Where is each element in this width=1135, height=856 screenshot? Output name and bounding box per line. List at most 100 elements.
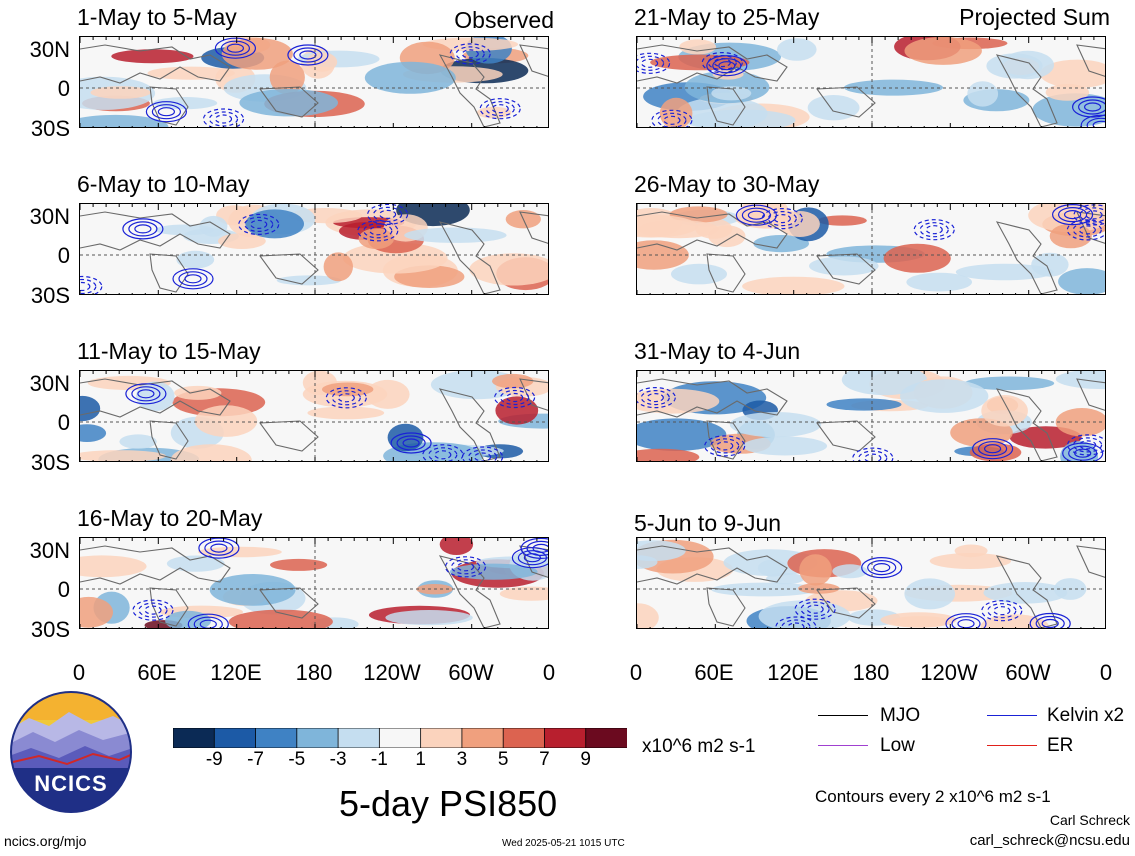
coastline [637, 211, 788, 251]
kelvin-contour [511, 547, 548, 569]
anomaly-shading [307, 406, 385, 420]
kelvin-contour [396, 435, 426, 451]
kelvin-contour [761, 208, 803, 230]
anomaly-shading [111, 49, 194, 64]
panel-title: 5-Jun to 9-Jun [634, 510, 782, 536]
panel-title: 26-May to 30-May [634, 171, 820, 197]
coastline [149, 253, 189, 293]
kelvin-contour [204, 540, 234, 556]
kelvin-contour [80, 281, 91, 292]
kelvin-contour [787, 622, 805, 628]
anomaly-shading [166, 555, 225, 572]
colorbar-swatch [337, 728, 381, 748]
anomaly-shading [199, 215, 228, 237]
colorbar-tick-label: 3 [456, 749, 468, 770]
kelvin-contour [735, 204, 778, 226]
kelvin-contour [184, 274, 202, 284]
anomaly-shading [1055, 408, 1105, 437]
kelvin-contour [637, 387, 676, 409]
colorbar-swatch [296, 728, 339, 748]
kelvin-contour [379, 209, 397, 219]
anomaly-shading [194, 405, 258, 437]
panel-corner-label: Observed [454, 7, 554, 33]
coastline [519, 44, 548, 77]
kelvin-contour [363, 223, 393, 239]
lon-label: 120W [363, 660, 421, 685]
lon-label: 0 [629, 660, 643, 685]
anomaly-shading [270, 558, 328, 571]
colorbar-tick-label: -7 [247, 749, 264, 770]
colorbar-tick-label: -5 [288, 749, 306, 770]
kelvin-contour [1078, 99, 1105, 115]
anomaly-shading [637, 555, 658, 569]
anomaly-shading [80, 424, 107, 442]
kelvin-contour [972, 438, 1014, 460]
lat-label: 30S [30, 283, 70, 308]
coastline [706, 86, 746, 126]
anomaly-shading [387, 423, 424, 452]
colorbar-units: x10^6 m2 s-1 [642, 736, 756, 757]
anomaly-shading [1049, 223, 1092, 249]
kelvin-contour [449, 43, 491, 65]
site-url: ncics.org/mjo [4, 833, 87, 849]
kelvin-contour [987, 603, 1017, 619]
legend-line-low [818, 745, 868, 746]
kelvin-contour [172, 268, 214, 290]
kelvin-contour [434, 450, 452, 460]
colorbar-swatch [255, 728, 298, 748]
anomaly-shading [742, 276, 845, 294]
anomaly-shading [983, 582, 1068, 604]
anomaly-shading [119, 434, 157, 449]
kelvin-contour [491, 104, 509, 114]
map-panel [636, 203, 1106, 295]
coastline [815, 587, 876, 619]
kelvin-contour [1079, 440, 1097, 450]
kelvin-contour [993, 606, 1011, 616]
colorbar-swatch [461, 728, 505, 748]
anomaly-shading [385, 610, 473, 626]
anomaly-shading [679, 39, 717, 55]
anomaly-shading [216, 205, 253, 226]
map-field [637, 37, 1105, 127]
anomaly-shading [366, 379, 410, 409]
colorbar-tick-label: -9 [205, 749, 223, 770]
lat-label: 0 [57, 243, 70, 268]
kelvin-contour [1067, 434, 1105, 456]
kelvin-contour [80, 278, 97, 294]
kelvin-contour [640, 390, 670, 406]
map-field [637, 371, 1105, 461]
kelvin-contour [864, 453, 882, 461]
map-field [637, 204, 1105, 294]
coastline [80, 545, 231, 585]
coastline [815, 86, 876, 118]
kelvin-contour [800, 601, 830, 617]
kelvin-contour [474, 452, 492, 461]
colorbar-tick-label: 7 [539, 749, 550, 770]
kelvin-contour [1058, 207, 1088, 223]
kelvin-contour [1080, 114, 1105, 127]
anomaly-shading [929, 553, 1012, 569]
anomaly-shading [221, 38, 293, 70]
map-panel [79, 370, 549, 462]
anomaly-shading [1028, 204, 1105, 233]
coastline [1076, 545, 1105, 578]
map-panel [79, 203, 549, 295]
anomaly-shading [817, 215, 867, 226]
map-field [637, 538, 1105, 628]
coastline [438, 221, 501, 294]
anomaly-shading [955, 263, 1054, 281]
kelvin-contour [806, 604, 824, 614]
colorbar-swatch [420, 728, 463, 748]
anomaly-shading [80, 395, 101, 422]
kelvin-contour [713, 58, 731, 68]
anomaly-shading [954, 544, 988, 558]
kelvin-contour [1092, 120, 1105, 127]
anomaly-shading [799, 554, 832, 586]
kelvin-contour [137, 389, 155, 399]
coastline [706, 253, 746, 293]
kelvin-contour [637, 55, 665, 71]
anomaly-shading [904, 37, 982, 65]
kelvin-contour [337, 393, 355, 403]
coastline [995, 221, 1058, 294]
anomaly-shading [906, 272, 972, 292]
